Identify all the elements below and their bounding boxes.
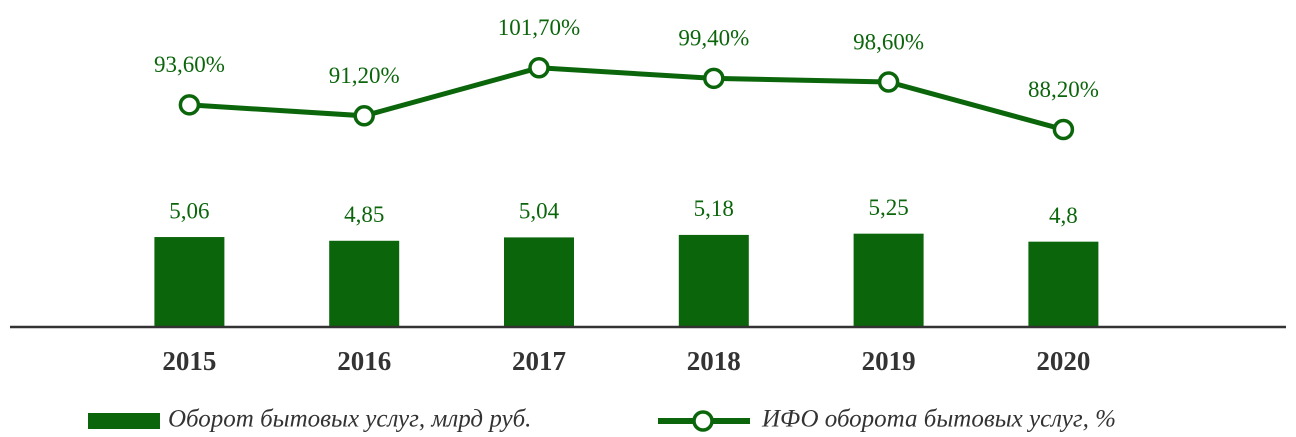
line-marker	[353, 105, 375, 127]
value-label: 91,20%	[329, 63, 400, 88]
value-label: 88,20%	[1028, 77, 1099, 102]
x-tick-label: 2015	[162, 346, 216, 376]
legend-swatch	[88, 413, 160, 429]
value-label: 4,85	[344, 202, 384, 227]
value-label: 5,25	[868, 195, 908, 220]
line-marker	[1052, 118, 1075, 141]
x-tick-label: 2018	[687, 346, 741, 376]
value-label: 5,04	[519, 199, 560, 224]
value-label: 101,70%	[498, 15, 580, 40]
value-label: 4,8	[1049, 203, 1078, 228]
value-label: 5,06	[169, 198, 209, 223]
legend-label: ИФО оборота бытовых услуг, %	[761, 406, 1116, 433]
value-label: 99,40%	[678, 26, 749, 51]
x-tick-label: 2019	[862, 346, 916, 376]
value-label: 93,60%	[154, 52, 225, 77]
line	[189, 65, 1065, 132]
bar	[329, 240, 400, 327]
line-marker	[703, 67, 725, 90]
bar	[154, 237, 225, 327]
bar	[853, 233, 924, 327]
line-marker	[178, 94, 201, 116]
line-marker	[528, 57, 550, 79]
x-tick-label: 2017	[512, 346, 566, 376]
bar	[504, 237, 574, 327]
bar	[1028, 241, 1099, 327]
legend-label: Оборот бытовых услуг, млрд руб.	[168, 406, 531, 433]
x-tick-label: 2016	[337, 346, 391, 376]
value-label: 5,18	[694, 196, 734, 221]
line-marker	[877, 71, 900, 93]
legend-marker	[692, 410, 714, 432]
bar	[678, 234, 749, 327]
value-label: 98,60%	[853, 29, 924, 54]
x-tick-label: 2020	[1036, 346, 1090, 376]
